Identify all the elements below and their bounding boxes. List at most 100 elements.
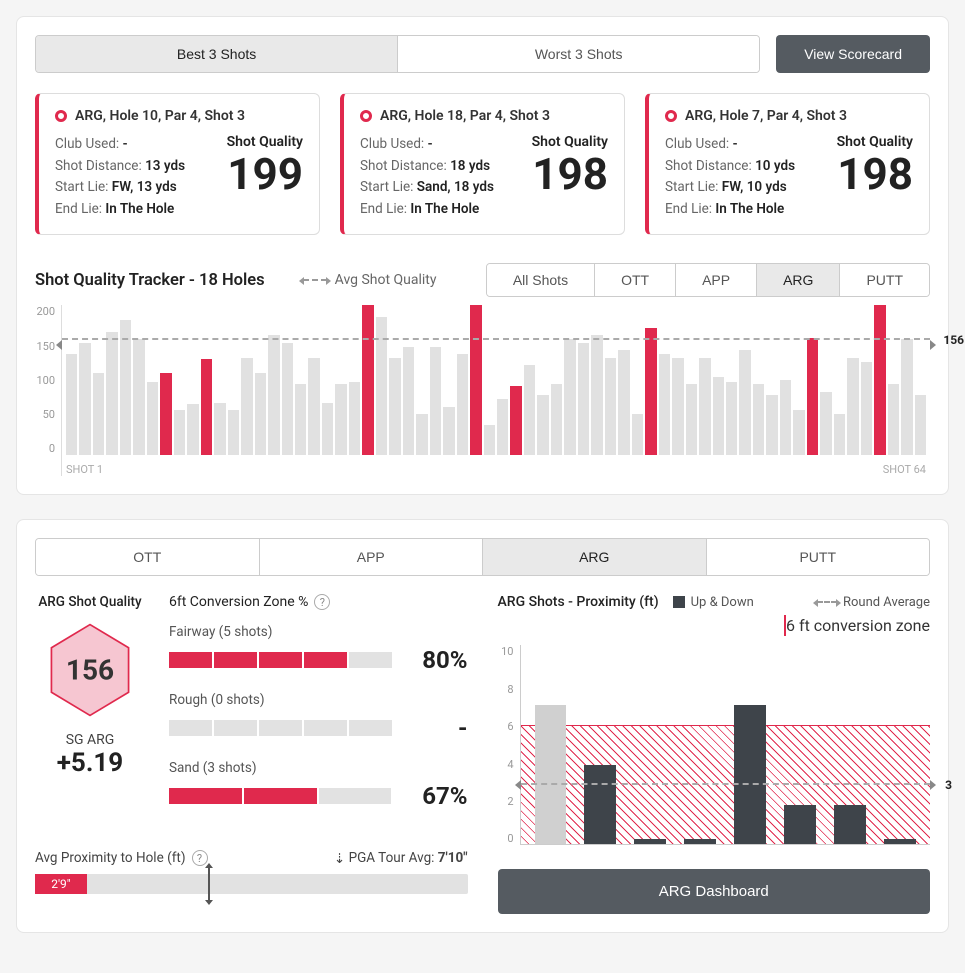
lower-tab-app[interactable]: APP bbox=[260, 539, 484, 575]
tracker-bar bbox=[282, 343, 293, 456]
tracker-bar bbox=[618, 350, 629, 455]
shot-quality-score: Shot Quality 199 bbox=[227, 134, 303, 220]
filter-tab-all-shots[interactable]: All Shots bbox=[487, 264, 595, 296]
tracker-bar bbox=[793, 410, 804, 455]
tracker-bar bbox=[497, 399, 508, 455]
tracker-bar bbox=[766, 395, 777, 455]
tracker-bar bbox=[443, 407, 454, 456]
filter-tab-app[interactable]: APP bbox=[676, 264, 757, 296]
conv-seg bbox=[244, 788, 317, 804]
tracker-bar bbox=[699, 358, 710, 456]
tracker-bar bbox=[551, 384, 562, 455]
tracker-bar bbox=[672, 358, 683, 456]
prox-plot: 3 bbox=[520, 645, 931, 845]
tracker-bar bbox=[295, 384, 306, 455]
tab-worst-shots[interactable]: Worst 3 Shots bbox=[398, 36, 759, 72]
conv-seg bbox=[304, 652, 347, 668]
tracker-title: Shot Quality Tracker - 18 Holes bbox=[35, 271, 265, 290]
legend-zone: 6 ft conversion zone bbox=[784, 616, 930, 635]
prox-avg-marker-left-icon bbox=[515, 780, 521, 790]
tracker-bar bbox=[187, 404, 198, 455]
shot-card-title: ARG, Hole 7, Par 4, Shot 3 bbox=[685, 108, 847, 124]
prox-fill-label: 2'9" bbox=[51, 877, 70, 891]
shot-quality-title: ARG Shot Quality bbox=[35, 594, 145, 610]
conversion-row: Rough (0 shots) - bbox=[169, 692, 468, 742]
tracker-bar bbox=[820, 392, 831, 456]
lower-tab-putt[interactable]: PUTT bbox=[707, 539, 930, 575]
shot-meta: Club Used: - Shot Distance: 10 yds Start… bbox=[665, 134, 795, 220]
tab-best-shots[interactable]: Best 3 Shots bbox=[36, 36, 398, 72]
prox-avg-value: 3 bbox=[945, 778, 952, 792]
shot-quality-hexagon: 156 bbox=[47, 622, 133, 718]
tracker-bar bbox=[214, 403, 225, 456]
tracker-bar bbox=[578, 343, 589, 456]
prox-track bbox=[35, 874, 468, 894]
tracker-bar bbox=[847, 358, 858, 456]
x-start-label: SHOT 1 bbox=[66, 463, 103, 476]
shot-card-ring-icon bbox=[55, 110, 67, 122]
prox-chart-legend2: 6 ft conversion zone bbox=[498, 616, 931, 635]
tracker-bar bbox=[362, 305, 373, 455]
tracker-bar bbox=[160, 373, 171, 456]
tracker-bar bbox=[510, 386, 521, 455]
prox-bar bbox=[684, 839, 716, 844]
lower-right-column: ARG Shots - Proximity (ft) Up & Down Rou… bbox=[498, 594, 931, 914]
tracker-chart: 200150100500 156 SHOT 1 SHOT 64 bbox=[35, 305, 930, 476]
tracker-avg-line: 156 bbox=[62, 338, 930, 340]
arg-dashboard-button[interactable]: ARG Dashboard bbox=[498, 869, 931, 914]
tracker-bar bbox=[268, 335, 279, 455]
prox-bar bbox=[834, 805, 866, 845]
conv-row-label: Rough (0 shots) bbox=[169, 692, 468, 708]
tracker-bar bbox=[632, 414, 643, 455]
tracker-bar bbox=[537, 395, 548, 455]
conversion-rows: Fairway (5 shots) 80% Rough (0 shots) - … bbox=[169, 624, 468, 810]
conv-seg bbox=[169, 720, 212, 736]
conv-pct: 67% bbox=[412, 782, 468, 810]
tracker-bar bbox=[659, 354, 670, 455]
shot-card: ARG, Hole 10, Par 4, Shot 3 Club Used: -… bbox=[35, 93, 320, 235]
shot-meta: Club Used: - Shot Distance: 18 yds Start… bbox=[360, 134, 494, 220]
tracker-bars bbox=[62, 305, 930, 455]
lower-tab-arg[interactable]: ARG bbox=[483, 539, 707, 575]
tracker-bar bbox=[106, 332, 117, 456]
avg-marker-right-icon bbox=[930, 340, 936, 350]
tracker-bar bbox=[335, 384, 346, 455]
prox-bars bbox=[521, 645, 931, 844]
avg-legend: Avg Shot Quality bbox=[303, 272, 437, 288]
tracker-bar bbox=[389, 358, 400, 456]
tracker-bar bbox=[322, 403, 333, 456]
view-scorecard-button[interactable]: View Scorecard bbox=[776, 35, 930, 73]
conversion-title-row: 6ft Conversion Zone % ? bbox=[169, 594, 468, 610]
shot-card-ring-icon bbox=[360, 110, 372, 122]
avg-legend-label: Avg Shot Quality bbox=[335, 272, 437, 288]
tracker-bar bbox=[591, 335, 602, 455]
tracker-bar bbox=[308, 358, 319, 456]
tracker-bar bbox=[457, 354, 468, 455]
filter-tab-arg[interactable]: ARG bbox=[757, 264, 840, 296]
prox-y-axis: 1086420 bbox=[498, 645, 520, 845]
tracker-header: Shot Quality Tracker - 18 Holes Avg Shot… bbox=[35, 263, 930, 297]
prox-label: Avg Proximity to Hole (ft) bbox=[35, 850, 186, 866]
prox-bar bbox=[634, 839, 666, 844]
filter-tab-ott[interactable]: OTT bbox=[595, 264, 676, 296]
proximity-bar: 2'9" bbox=[35, 874, 468, 894]
shot-cards-row: ARG, Hole 10, Par 4, Shot 3 Club Used: -… bbox=[35, 93, 930, 235]
sg-label: SG ARG bbox=[35, 732, 145, 748]
prox-y-tick: 10 bbox=[498, 645, 514, 658]
y-tick: 200 bbox=[35, 305, 55, 318]
tracker-filter-tabs: All ShotsOTTAPPARGPUTT bbox=[486, 263, 930, 297]
tracker-bar bbox=[79, 343, 90, 456]
tracker-bar bbox=[524, 365, 535, 455]
conversion-title: 6ft Conversion Zone % bbox=[169, 594, 308, 610]
tracker-bar bbox=[228, 410, 239, 455]
conversion-help-icon[interactable]: ? bbox=[314, 594, 330, 610]
shot-quality-score: Shot Quality 198 bbox=[837, 134, 913, 220]
filter-tab-putt[interactable]: PUTT bbox=[840, 264, 929, 296]
conversion-row: Fairway (5 shots) 80% bbox=[169, 624, 468, 674]
conversion-zone-block: 6ft Conversion Zone % ? Fairway (5 shots… bbox=[169, 594, 468, 828]
tracker-bar bbox=[874, 305, 885, 455]
lower-tab-ott[interactable]: OTT bbox=[36, 539, 260, 575]
dash-sample-icon bbox=[303, 279, 327, 281]
conv-pct: 80% bbox=[412, 646, 468, 674]
shot-card-ring-icon bbox=[665, 110, 677, 122]
